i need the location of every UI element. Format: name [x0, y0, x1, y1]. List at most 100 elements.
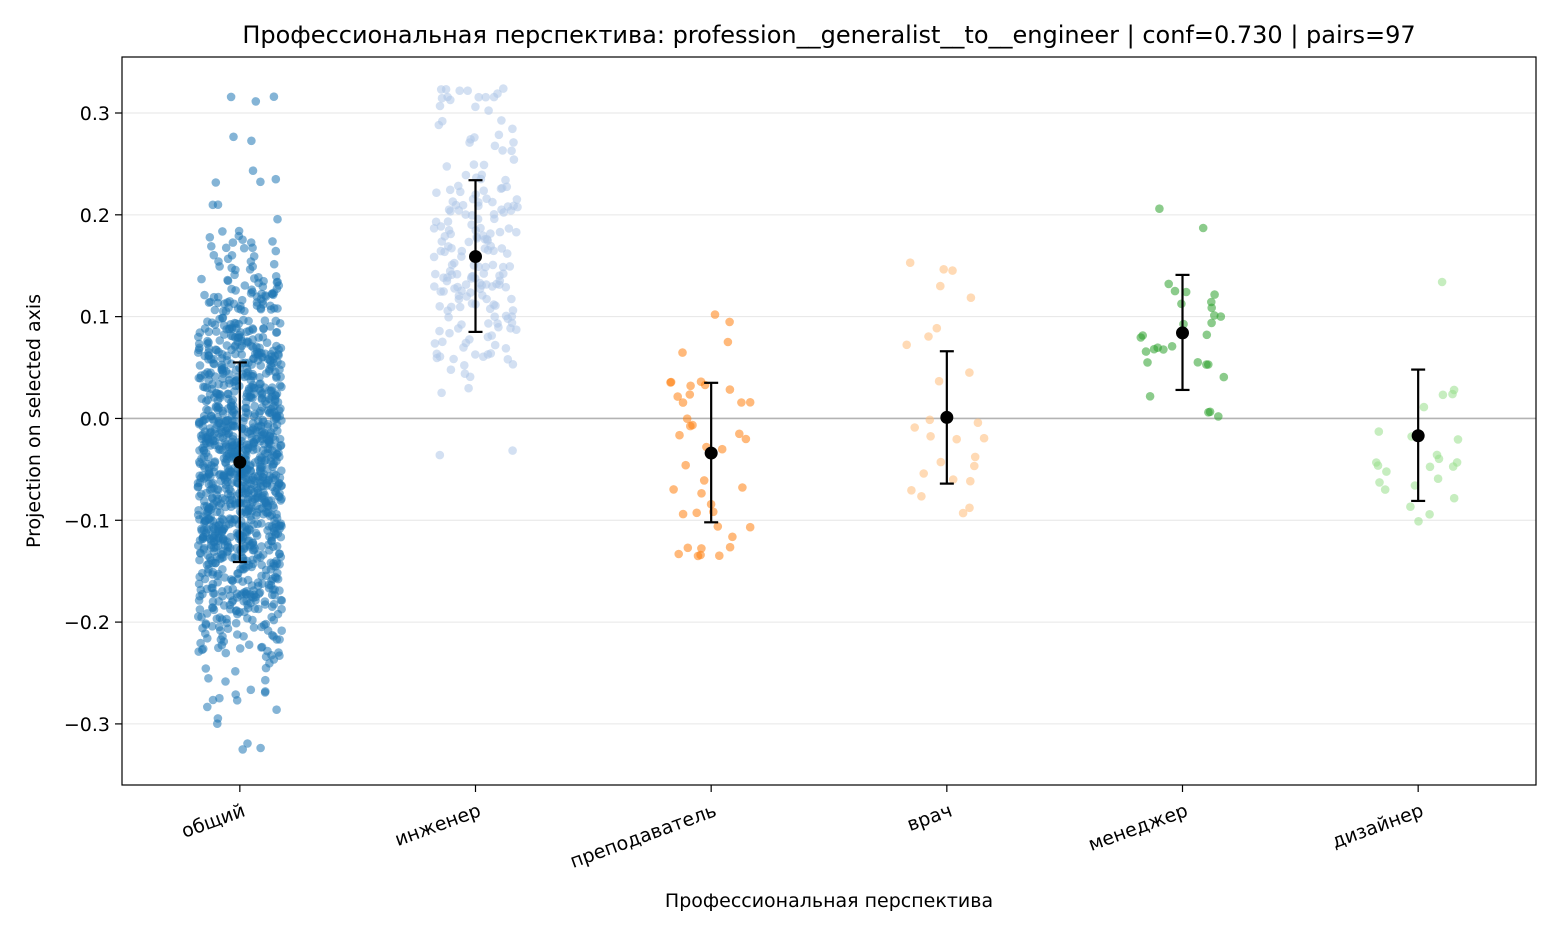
plot-frame [121, 56, 1537, 786]
data-point [211, 543, 221, 552]
data-point [948, 266, 957, 275]
mean-marker [469, 250, 482, 264]
data-point [952, 434, 961, 444]
data-point [271, 246, 281, 256]
data-point [215, 508, 225, 517]
data-point [1434, 454, 1444, 464]
data-point [221, 677, 230, 686]
data-point [936, 281, 945, 291]
data-point [1214, 412, 1223, 421]
data-point [970, 452, 980, 462]
data-point [1425, 462, 1435, 472]
data-point [685, 390, 695, 399]
data-point [211, 402, 221, 411]
data-point [507, 146, 516, 156]
data-point [1414, 517, 1423, 526]
data-point [225, 369, 234, 379]
data-point [435, 101, 445, 111]
data-point [271, 488, 281, 498]
data-point [244, 640, 254, 649]
data-point [965, 368, 974, 377]
data-point [231, 365, 241, 375]
data-point [741, 434, 751, 444]
data-point [948, 475, 958, 484]
data-point [220, 573, 229, 582]
data-point [446, 365, 456, 375]
data-point [218, 535, 228, 544]
data-point [261, 497, 270, 507]
data-point [274, 549, 284, 559]
data-point [237, 436, 246, 446]
data-point [216, 445, 225, 455]
data-point [745, 522, 755, 532]
data-point [201, 664, 211, 673]
data-point [493, 319, 502, 328]
data-point [243, 575, 253, 585]
data-point [243, 739, 252, 748]
data-point [432, 188, 441, 197]
data-point [243, 488, 253, 498]
data-point [455, 302, 465, 312]
data-point [715, 551, 724, 560]
data-point [907, 486, 916, 495]
data-point [902, 340, 911, 350]
data-point [226, 532, 235, 542]
data-point [1433, 474, 1443, 484]
data-point [474, 92, 484, 102]
data-point [205, 503, 214, 512]
data-point [231, 690, 240, 699]
data-point [215, 262, 224, 271]
y-tick-label: −0.3 [64, 714, 110, 736]
data-point [429, 252, 439, 262]
data-point [216, 626, 225, 635]
y-tick-label: 0.1 [80, 307, 110, 329]
data-point [269, 259, 279, 269]
data-point [1419, 402, 1429, 412]
data-point [1406, 502, 1415, 512]
errorbar-layer [232, 179, 1426, 564]
data-point [458, 200, 468, 210]
data-point [513, 202, 522, 212]
data-point [275, 635, 284, 644]
data-point [506, 324, 515, 333]
data-point [481, 262, 490, 272]
data-point [227, 437, 237, 447]
data-point [446, 229, 456, 239]
data-point [502, 182, 512, 192]
data-point [1204, 408, 1213, 417]
data-point [258, 403, 267, 412]
data-point [1181, 287, 1191, 297]
data-point [256, 294, 266, 304]
data-point [725, 317, 734, 327]
data-point [249, 251, 259, 261]
data-point [495, 271, 504, 281]
data-point [242, 528, 252, 537]
data-point [905, 258, 915, 268]
data-point [465, 335, 474, 344]
data-point [221, 459, 231, 468]
data-point [268, 630, 277, 640]
data-point [208, 200, 218, 210]
data-point [204, 564, 213, 574]
data-point [1141, 347, 1151, 356]
data-point [229, 132, 238, 142]
data-point [448, 197, 458, 206]
x-tick-label: инженер [392, 800, 484, 851]
data-point [275, 319, 285, 328]
data-point [211, 345, 220, 355]
data-point [250, 401, 259, 411]
data-point [222, 614, 231, 624]
data-point [483, 350, 493, 359]
data-point [1449, 385, 1459, 395]
y-tick-label: 0.3 [80, 103, 110, 125]
data-point [259, 620, 269, 630]
data-point [497, 116, 506, 125]
data-point [204, 344, 214, 353]
data-point [435, 352, 445, 361]
data-point [446, 207, 455, 216]
data-point [194, 332, 203, 342]
data-point [207, 318, 217, 328]
data-point [447, 260, 457, 270]
error-bar-6 [1411, 368, 1426, 503]
data-point [194, 596, 204, 605]
